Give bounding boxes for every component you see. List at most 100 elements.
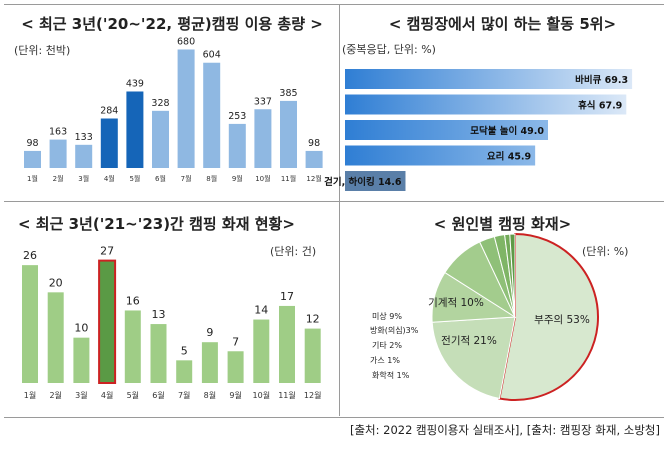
- usage-month-label: 6월: [155, 174, 166, 183]
- fire-bar: [150, 324, 167, 383]
- pie-slice: [431, 316, 516, 400]
- fire-month-label: 6월: [152, 390, 164, 400]
- usage-bar: [152, 110, 169, 168]
- fire-bar: [304, 328, 321, 383]
- pie-slice-label: 기타 2%: [372, 341, 402, 350]
- usage-month-label: 7월: [181, 174, 192, 183]
- fire-bar: [227, 351, 244, 383]
- fire-value-label: 9: [206, 326, 213, 339]
- usage-month-label: 5월: [129, 174, 140, 183]
- fire-bar: [176, 360, 193, 383]
- usage-month-label: 11월: [281, 174, 296, 183]
- camping-usage-unit: (단위: 천박): [14, 44, 71, 57]
- fire-value-label: 14: [254, 304, 268, 317]
- fire-value-label: 27: [100, 245, 114, 258]
- fire-cause-pie-chart: 부주의 53% 전기적 21% 기계적 10% 미상 9% 방화(의심)3% 기타 2% 가…: [370, 232, 599, 401]
- usage-value-label: 98: [26, 138, 38, 149]
- activity-label: 바비큐 69.3: [575, 74, 628, 86]
- fire-month-label: 2월: [49, 390, 61, 400]
- pie-slice-label: 부주의 53%: [534, 314, 590, 326]
- fire-month-label: 12월: [304, 390, 322, 400]
- pie-slice-label: 방화(의심)3%: [370, 325, 419, 335]
- pie-slice-label: 전기적 21%: [441, 335, 497, 347]
- activity-bar: [345, 94, 627, 115]
- usage-value-label: 163: [49, 127, 67, 138]
- fire-value-label: 10: [74, 322, 88, 335]
- pie-slice: [509, 233, 516, 318]
- pie-slice-label: 화학적 1%: [372, 370, 410, 380]
- fire-bar: [22, 265, 38, 383]
- usage-month-label: 9월: [232, 174, 243, 183]
- activity-label: 모닥불 놀이 49.0: [470, 125, 544, 137]
- fire-month-label: 3월: [75, 390, 87, 400]
- usage-month-label: 4월: [104, 174, 115, 183]
- activity-label: 요리 45.9: [487, 151, 531, 163]
- usage-bar: [126, 91, 144, 168]
- usage-value-label: 98: [308, 138, 320, 149]
- camping-usage-chart: 98 1월 163 2월 133 3월 284 4월 439 5월 328 6월 680 7월 604 8월 2…: [24, 36, 323, 183]
- pie-slice: [498, 232, 599, 401]
- fire-month-label: 11월: [278, 390, 296, 400]
- fire-bar: [279, 305, 295, 383]
- activity-bar: [345, 120, 548, 140]
- usage-bar: [280, 100, 297, 168]
- camping-activity-unit: (중복응답, 단위: %): [342, 43, 436, 56]
- fire-value-label: 17: [280, 290, 294, 303]
- usage-value-label: 133: [75, 132, 93, 143]
- usage-bar: [228, 123, 246, 168]
- usage-month-label: 10월: [255, 174, 270, 183]
- pie-slice-label: 미상 9%: [372, 311, 402, 321]
- fire-value-label: 7: [232, 335, 239, 348]
- activity-bar: [345, 145, 536, 166]
- activity-label: 걷기, 하이킹 14.6: [324, 176, 402, 188]
- source-citation: [출처: 2022 캠핑이용자 실태조사], [출처: 캠핑장 화재, 소방청]: [349, 423, 660, 437]
- usage-month-label: 8월: [206, 174, 217, 183]
- usage-value-label: 328: [151, 98, 169, 109]
- fire-cause-title: < 원인별 캠핑 화재>: [433, 215, 572, 233]
- usage-value-label: 337: [254, 96, 272, 107]
- usage-bar: [24, 150, 41, 168]
- activity-label: 휴식 67.9: [578, 100, 622, 112]
- vertical-divider: [339, 4, 340, 416]
- fire-cause-unit: (단위: %): [582, 245, 629, 258]
- fire-value-label: 5: [181, 344, 188, 357]
- camping-fire-unit: (단위: 건): [270, 245, 317, 258]
- fire-value-label: 26: [23, 249, 37, 262]
- fire-bar: [98, 259, 117, 385]
- camping-activity-chart: 바비큐 69.3 휴식 67.9 모닥불 놀이 49.0 요리 45.9 걷기, 하이킹…: [324, 69, 633, 191]
- usage-month-label: 3월: [78, 174, 89, 183]
- usage-value-label: 385: [279, 88, 297, 99]
- fire-month-label: 8월: [204, 390, 216, 400]
- usage-month-label: 1월: [27, 174, 38, 183]
- fire-value-label: 13: [152, 308, 166, 321]
- fire-bar: [253, 319, 270, 383]
- fire-month-label: 5월: [127, 390, 139, 400]
- usage-bar: [177, 49, 195, 168]
- usage-bar: [305, 150, 323, 168]
- infographic-frame: [4, 4, 664, 418]
- horizontal-divider: [4, 201, 664, 202]
- fire-value-label: 12: [306, 313, 320, 326]
- fire-bar: [201, 342, 218, 383]
- pie-slice-label: 기계적 10%: [428, 297, 484, 309]
- usage-bar: [254, 109, 272, 168]
- pie-slice-label: 가스 1%: [370, 356, 400, 365]
- usage-bar: [203, 62, 221, 168]
- activity-bar: [345, 69, 633, 89]
- fire-month-label: 1월: [24, 390, 36, 400]
- fire-value-label: 16: [126, 294, 140, 307]
- activity-bar: [345, 171, 406, 191]
- usage-value-label: 604: [203, 50, 221, 61]
- fire-value-label: 20: [49, 276, 63, 289]
- usage-value-label: 284: [100, 106, 118, 117]
- usage-bar: [49, 139, 67, 168]
- fire-month-label: 9월: [229, 390, 241, 400]
- fire-bar: [124, 310, 141, 383]
- fire-bar: [47, 292, 64, 383]
- usage-bar: [100, 118, 118, 168]
- camping-activity-title: < 캠핑장에서 많이 하는 활동 5위>: [388, 15, 617, 33]
- fire-bar: [73, 337, 90, 383]
- usage-month-label: 2월: [53, 174, 64, 183]
- camping-fire-chart: 26 1월 20 2월 10 3월 27 4월 16 5월 13 6월 5 7월 9 8월 7 9월 14 10월 17…: [22, 245, 322, 400]
- fire-month-label: 4월: [101, 390, 113, 400]
